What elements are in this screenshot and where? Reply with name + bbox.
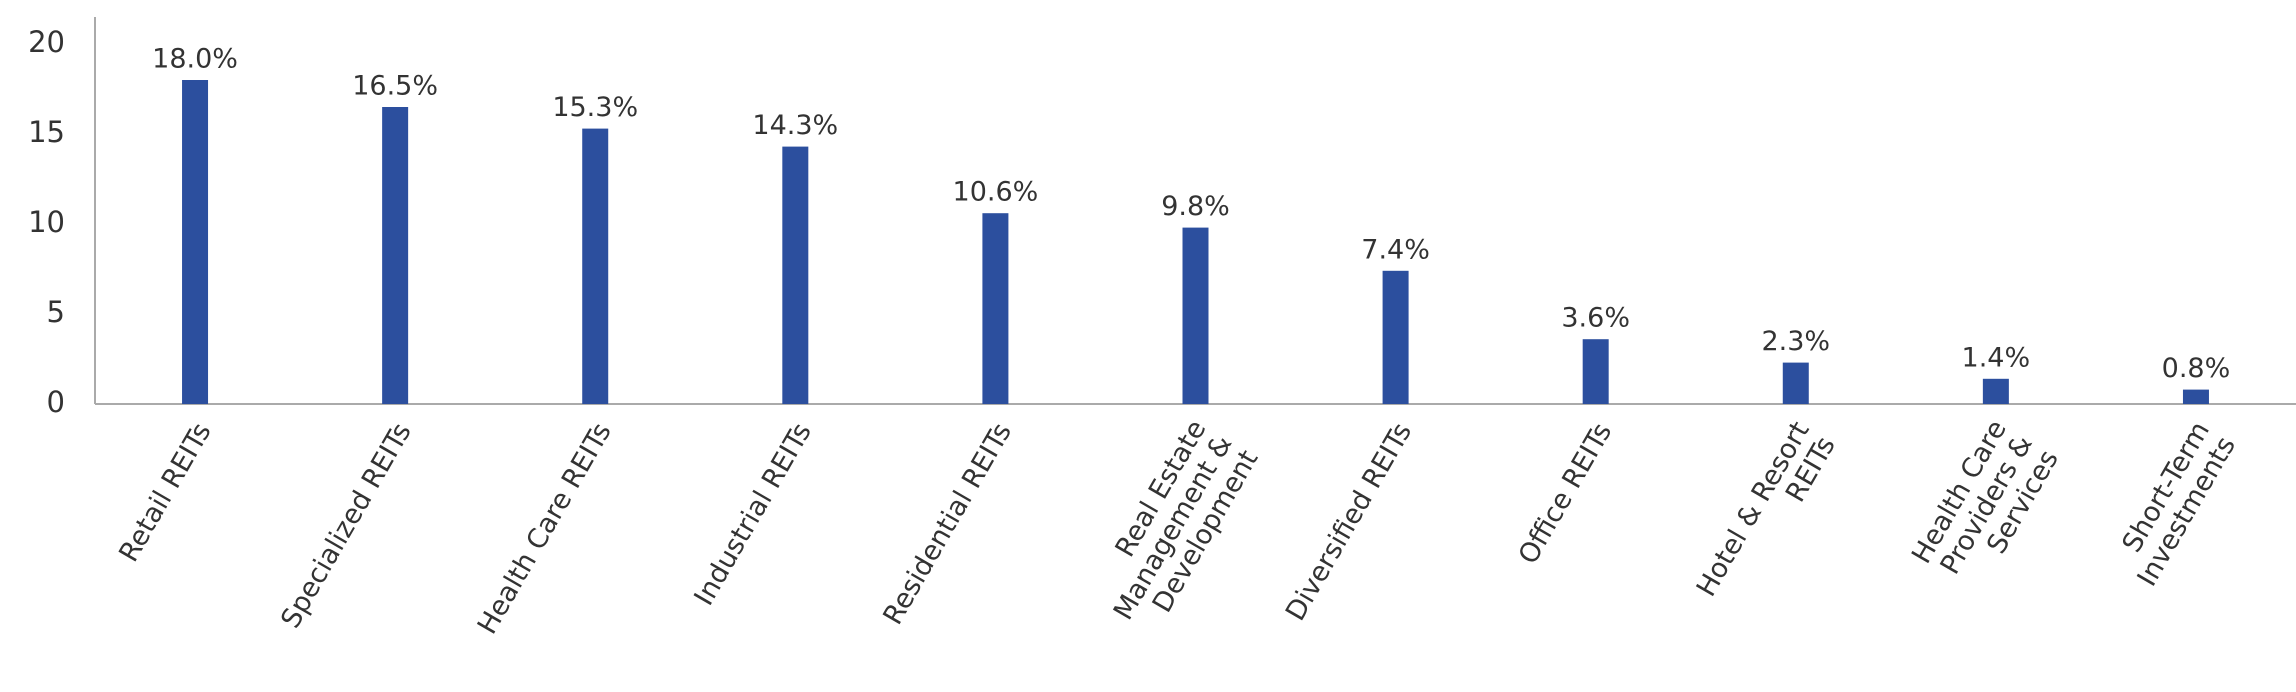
x-tick-label: Office REITs <box>1513 418 1618 570</box>
bar <box>1782 362 1809 404</box>
bar <box>1582 339 1609 404</box>
value-label: 18.0% <box>152 44 238 75</box>
value-label: 14.3% <box>752 110 838 141</box>
value-label: 9.8% <box>1161 191 1230 222</box>
bar <box>782 146 809 404</box>
bar <box>1382 270 1409 404</box>
y-tick-label: 5 <box>47 295 65 329</box>
x-tick-label: Health CareProviders &Services <box>1906 415 2065 599</box>
x-tick-label: Diversified REITs <box>1280 418 1418 626</box>
bar <box>582 128 609 404</box>
y-tick-label: 20 <box>28 25 65 59</box>
x-tick-label: Retail REITs <box>113 418 217 568</box>
x-tick-label: Hotel & ResortREITs <box>1690 416 1841 616</box>
x-tick-label: Health Care REITs <box>472 418 618 640</box>
value-label: 15.3% <box>552 92 638 123</box>
bar <box>382 107 409 404</box>
x-tick-label: Residential REITs <box>878 418 1018 630</box>
x-tick-label: Short-TermInvestments <box>2105 416 2241 591</box>
bar <box>182 80 209 404</box>
value-label: 7.4% <box>1361 234 1430 265</box>
value-label: 10.6% <box>953 177 1039 208</box>
value-label: 3.6% <box>1561 303 1630 334</box>
value-label: 0.8% <box>2162 353 2231 384</box>
y-tick-label: 10 <box>28 205 65 239</box>
bar <box>1982 378 2009 404</box>
value-label: 2.3% <box>1761 326 1830 357</box>
bar <box>1182 227 1209 404</box>
y-tick-label: 15 <box>28 115 65 149</box>
value-label: 1.4% <box>1962 342 2031 373</box>
bar <box>2182 389 2209 404</box>
bar <box>982 213 1009 404</box>
y-tick-label: 0 <box>47 385 65 419</box>
x-tick-label: Real EstateManagement &Development <box>1081 415 1264 640</box>
x-tick-label: Specialized REITs <box>275 418 417 634</box>
value-label: 16.5% <box>352 71 438 102</box>
x-tick-label: Industrial REITs <box>688 418 817 611</box>
